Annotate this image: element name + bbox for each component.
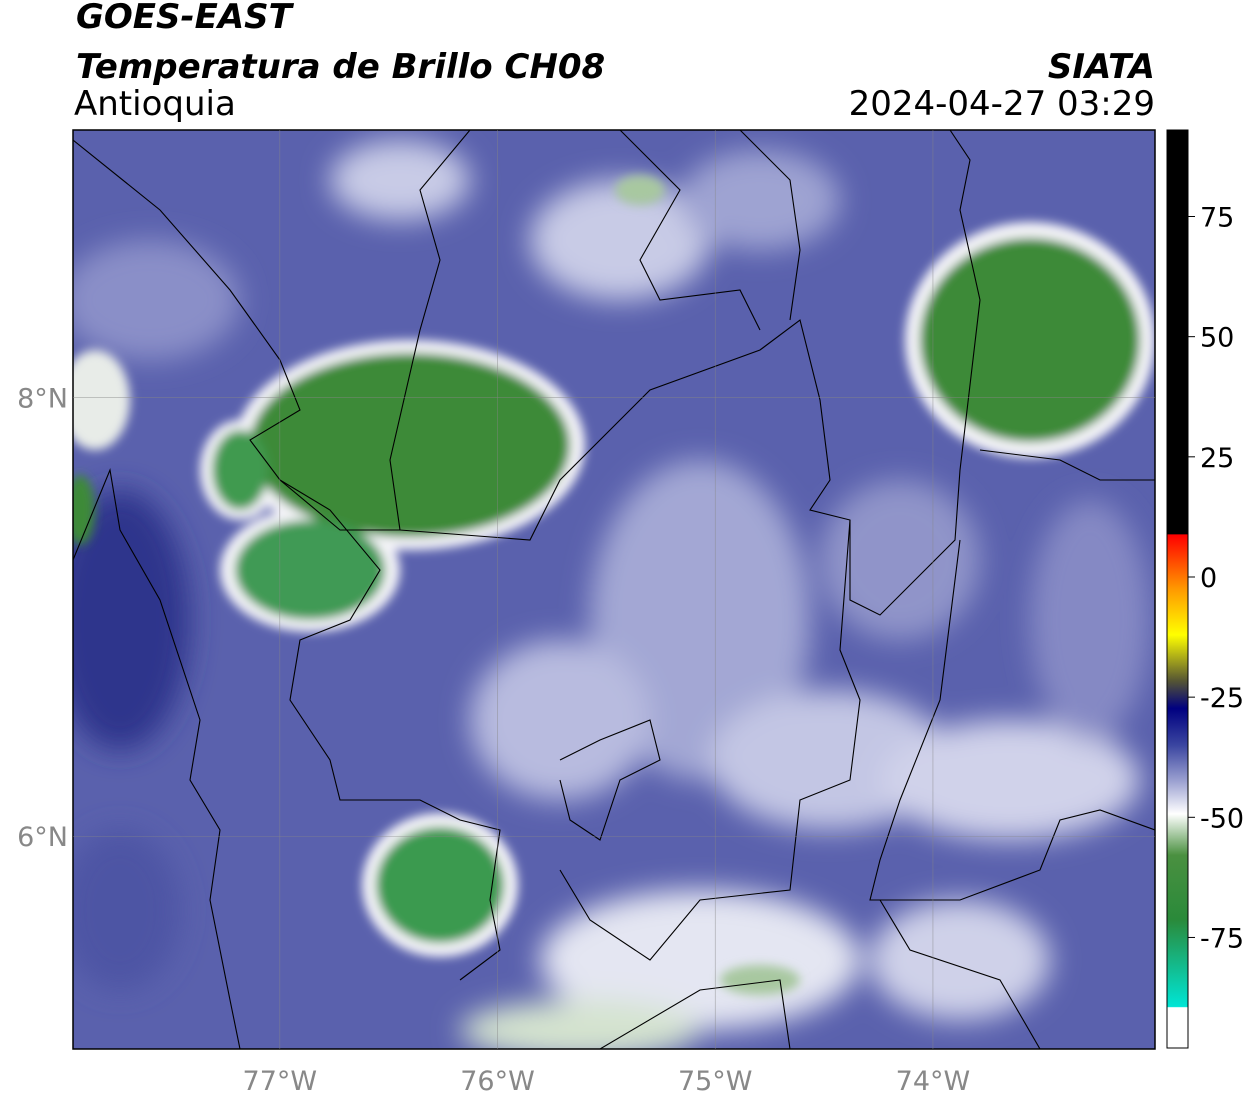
colorbar — [1166, 129, 1189, 1049]
borders — [73, 130, 1155, 1049]
colorbar-tick-label: 50 — [1200, 323, 1234, 354]
timestamp: 2024-04-27 03:29 — [849, 84, 1155, 124]
subtitle: Temperatura de Brillo CH08 — [76, 47, 605, 87]
colorbar-tick-label: 75 — [1200, 203, 1234, 234]
source: SIATA — [1048, 47, 1155, 87]
x-tick-label: 74°W — [896, 1066, 971, 1097]
colorbar-tick-label: 25 — [1200, 443, 1234, 474]
colorbar-tick-label: -25 — [1200, 683, 1244, 714]
imagery — [73, 130, 1155, 1049]
x-tick-label: 77°W — [243, 1066, 318, 1097]
region: Antioquia — [74, 84, 236, 124]
y-tick-label: 8°N — [17, 384, 68, 415]
title: GOES-EAST — [76, 0, 295, 37]
colorbar-ticks: 75 50 25 0 -25 -50 -75 — [1188, 203, 1244, 954]
x-tick-label: 76°W — [460, 1066, 535, 1097]
y-tick-label: 6°N — [17, 822, 68, 853]
x-tick-label: 75°W — [678, 1066, 753, 1097]
colorbar-tick-label: -75 — [1200, 923, 1244, 954]
map-frame — [72, 129, 1156, 1050]
colorbar-tick-label: -50 — [1200, 803, 1244, 834]
colorbar-tick-label: 0 — [1200, 563, 1217, 594]
graticule: 77°W 76°W 75°W 74°W 8°N 6°N — [17, 130, 1155, 1097]
